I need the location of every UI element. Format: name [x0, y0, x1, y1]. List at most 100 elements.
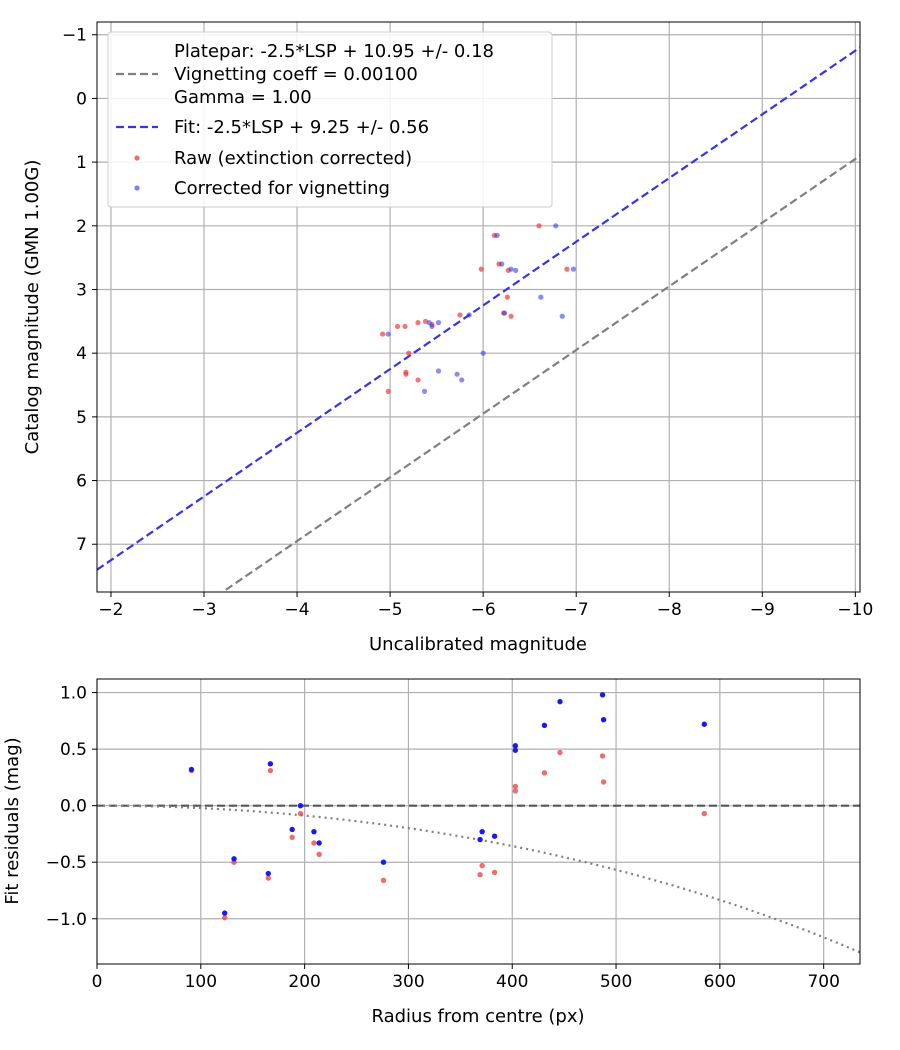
- bottom-raw-point: [267, 767, 274, 774]
- bottom-x-tick-label: 600: [704, 972, 736, 992]
- bottom-y-tick-label: −1.0: [46, 910, 87, 930]
- top-corrected-point: [421, 388, 428, 394]
- top-y-tick-label: −1: [62, 26, 87, 46]
- top-raw-point: [403, 371, 409, 377]
- top-raw-point: [402, 323, 408, 330]
- top-corrected-point: [454, 371, 460, 377]
- top-line-fit: [97, 46, 860, 571]
- top-corrected-point: [570, 266, 577, 272]
- bottom-raw-point: [316, 851, 322, 857]
- bottom-corrected-point: [267, 761, 274, 767]
- top-x-tick-label: −4: [285, 600, 310, 620]
- bottom-raw-point: [479, 862, 485, 869]
- top-corrected-point: [385, 331, 391, 337]
- bottom-corrected-point: [311, 828, 317, 835]
- top-corrected-point: [499, 261, 505, 267]
- bottom-corrected-point: [380, 859, 387, 865]
- top-raw-point: [380, 331, 386, 337]
- bottom-raw-point: [512, 783, 519, 790]
- bottom-raw-point: [557, 749, 563, 756]
- top-x-tick-label: −3: [191, 600, 216, 620]
- bottom-axes-frame: [96, 678, 861, 965]
- top-raw-point: [394, 323, 401, 330]
- top-points: [380, 223, 577, 394]
- top-y-tick-label: 1: [76, 153, 87, 173]
- legend-box: [107, 31, 553, 208]
- bottom-corrected-point: [477, 836, 483, 843]
- top-y-tick-label: 5: [76, 408, 87, 428]
- top-corrected-point: [459, 377, 465, 383]
- top-corrected-point: [559, 313, 565, 319]
- bottom-raw-point: [541, 770, 548, 776]
- top-raw-point: [415, 377, 421, 383]
- bottom-corrected-point: [599, 692, 606, 698]
- bottom-points: [188, 692, 707, 921]
- bottom-corrected-point: [541, 722, 548, 729]
- bottom-x-tick-label: 400: [496, 972, 528, 992]
- top-corrected-point: [538, 294, 544, 300]
- bottom-raw-point: [380, 877, 387, 884]
- top-raw-point: [385, 388, 391, 394]
- top-corrected-point: [435, 320, 442, 326]
- top-x-tick-label: −10: [837, 600, 873, 620]
- top-corrected-point: [480, 350, 486, 356]
- top-x-tick-label: −9: [750, 600, 775, 620]
- top-y-axis-label: Catalog magnitude (GMN 1.00G): [22, 160, 43, 455]
- top-x-axis-label: Uncalibrated magnitude: [369, 634, 587, 655]
- bottom-raw-point: [512, 788, 519, 794]
- legend-corrected-marker: [134, 185, 140, 191]
- top-corrected-point: [553, 223, 559, 229]
- bottom-corrected-point: [557, 698, 563, 705]
- top-raw-point: [536, 223, 542, 229]
- bottom-corrected-point: [491, 833, 498, 839]
- bottom-corrected-point: [512, 743, 519, 749]
- top-corrected-point: [429, 323, 435, 330]
- bottom-corrected-point: [297, 802, 304, 809]
- bottom-raw-point: [221, 914, 228, 921]
- legend-raw-label: Raw (extinction corrected): [174, 148, 412, 169]
- top-raw-point: [478, 266, 484, 272]
- top-y-tick-label: 3: [76, 280, 87, 300]
- bottom-corrected-point: [289, 826, 295, 833]
- bottom-line-vignetting-model: [97, 804, 860, 954]
- bottom-x-tick-label: 500: [600, 972, 632, 992]
- bottom-y-tick-label: 0.5: [60, 740, 87, 760]
- top-line-platepar: [220, 154, 860, 592]
- top-y-tick-label: 0: [76, 89, 87, 109]
- bottom-corrected-point: [221, 910, 228, 916]
- legend-fit-label: Fit: -2.5*LSP + 9.25 +/- 0.56: [174, 117, 429, 138]
- bottom-raw-point: [599, 753, 606, 759]
- legend-corrected-label: Corrected for vignetting: [174, 178, 390, 199]
- bottom-x-tick-label: 100: [185, 972, 217, 992]
- top-y-tick-label: 4: [76, 344, 87, 364]
- top-x-tick-label: −7: [564, 600, 589, 620]
- bottom-corrected-point: [231, 856, 237, 862]
- top-raw-point: [508, 313, 514, 319]
- bottom-raw-point: [289, 834, 295, 841]
- bottom-reference-lines: [97, 804, 860, 954]
- bottom-y-axis-label: Fit residuals (mag): [2, 737, 23, 904]
- bottom-corrected-point: [701, 721, 707, 727]
- bottom-corrected-point: [512, 747, 519, 753]
- bottom-corrected-point: [265, 870, 271, 877]
- top-raw-point: [564, 266, 570, 272]
- bottom-corrected-point: [479, 828, 485, 835]
- top-corrected-point: [426, 320, 432, 326]
- legend-gamma-label: Gamma = 1.00: [174, 87, 312, 108]
- legend: Platepar: -2.5*LSP + 10.95 +/- 0.18 Vign…: [107, 31, 553, 208]
- bottom-raw-point: [311, 840, 317, 846]
- top-corrected-point: [501, 310, 508, 316]
- top-raw-point: [457, 312, 463, 318]
- bottom-x-tick-label: 700: [807, 972, 839, 992]
- legend-vignetting-label: Vignetting coeff = 0.00100: [174, 64, 418, 85]
- bottom-corrected-point: [316, 840, 322, 846]
- bottom-x-tick-label: 200: [288, 972, 320, 992]
- top-corrected-point: [466, 312, 472, 318]
- top-x-tick-label: −8: [657, 600, 682, 620]
- top-axes-frame: [96, 21, 861, 593]
- bottom-y-tick-label: 1.0: [60, 684, 87, 704]
- top-corrected-point: [494, 232, 500, 238]
- top-x-tick-label: −6: [471, 600, 496, 620]
